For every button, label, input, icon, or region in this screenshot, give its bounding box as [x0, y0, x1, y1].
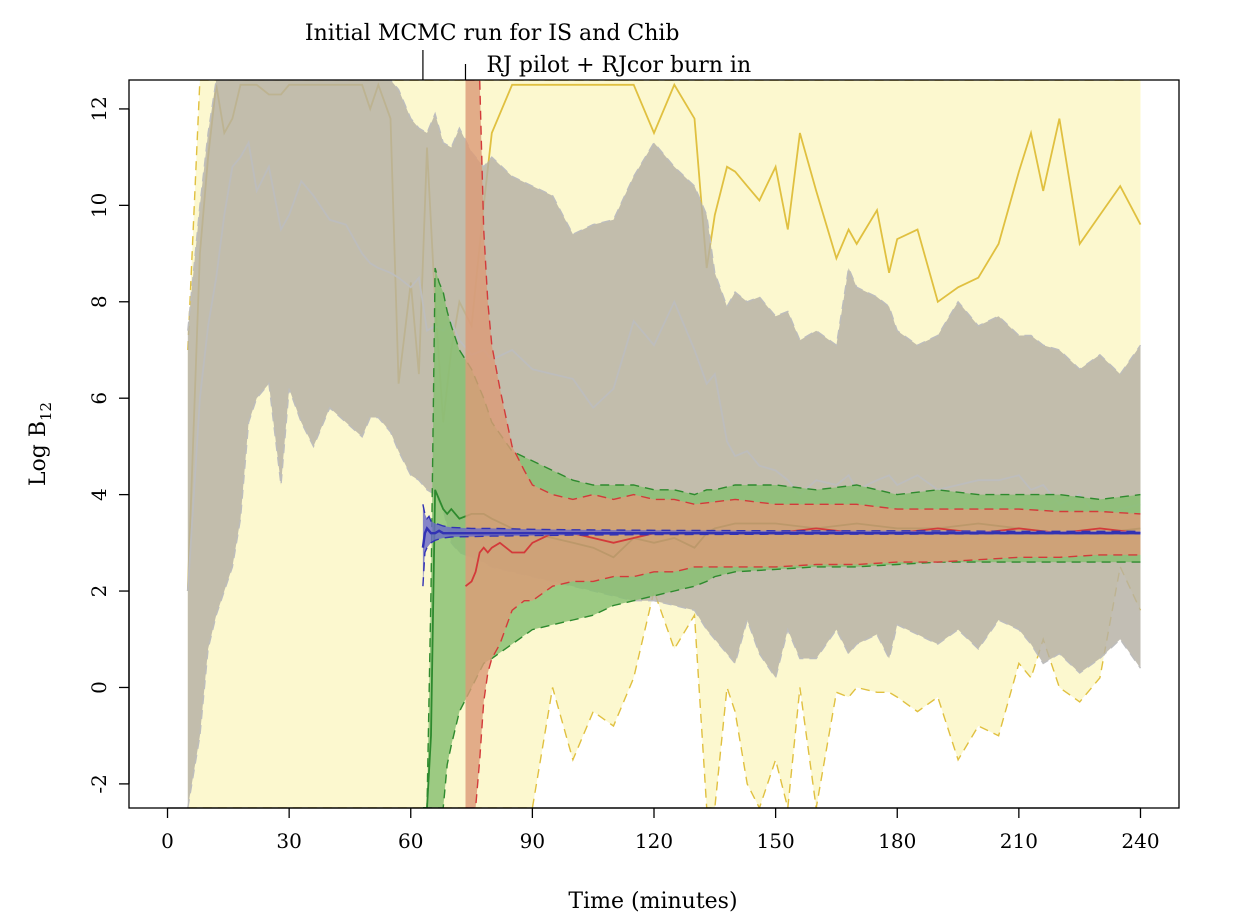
axes: 0 30 60 90 120 150 180 210 240 -2 0 2 4 6 8 10 12 — [87, 96, 1160, 853]
series-4-mean-line — [421, 526, 1141, 548]
y-tick-label-2: 2 — [87, 585, 111, 598]
x-tick-label-4: 120 — [635, 829, 673, 853]
annotation-1-label: RJ pilot + RJcor burn in — [486, 53, 751, 78]
series-1-mean-line — [186, 140, 1141, 592]
series-1-band — [187, 80, 1141, 808]
annotation-0-label: Initial MCMC run for IS and Chib — [305, 21, 680, 46]
annotations: Initial MCMC run for IS and Chib RJ pilot… — [305, 21, 751, 80]
series-3-mean-line — [464, 527, 1141, 587]
x-tick-label-8: 240 — [1121, 829, 1159, 853]
y-tick-label-7: 12 — [87, 96, 111, 121]
y-tick-label-4: 6 — [87, 392, 111, 405]
y-axis-title-main: Log B — [26, 421, 51, 486]
y-tick-label-0: -2 — [87, 774, 111, 793]
x-tick-label-6: 180 — [878, 829, 916, 853]
y-axis: -2 0 2 4 6 8 10 12 — [87, 96, 130, 794]
x-tick-label-7: 210 — [1000, 829, 1038, 853]
series-3 — [464, 80, 1141, 808]
plot-area — [186, 80, 1142, 808]
x-axis-title: Time (minutes) — [568, 889, 737, 914]
y-tick-label-5: 8 — [87, 295, 111, 308]
y-tick-label-6: 10 — [87, 193, 111, 218]
x-tick-label-3: 90 — [520, 829, 545, 853]
y-tick-label-1: 0 — [87, 681, 111, 694]
x-tick-label-1: 30 — [276, 829, 301, 853]
x-tick-label-5: 150 — [757, 829, 795, 853]
series-4 — [421, 504, 1141, 587]
series-3-upper-line — [465, 80, 1141, 515]
series-4-upper-line — [422, 504, 1141, 532]
x-axis: 0 30 60 90 120 150 180 210 240 — [161, 807, 1160, 853]
x-tick-label-0: 0 — [161, 829, 174, 853]
series-3-lower-line — [465, 554, 1141, 808]
series-0-lower-line — [187, 564, 1142, 808]
y-axis-title: Log B12 — [26, 402, 55, 486]
y-axis-title-subscript: 12 — [37, 402, 55, 421]
x-tick-label-2: 60 — [398, 829, 423, 853]
y-tick-label-3: 4 — [87, 488, 111, 501]
series-2-lower-line — [422, 561, 1141, 808]
